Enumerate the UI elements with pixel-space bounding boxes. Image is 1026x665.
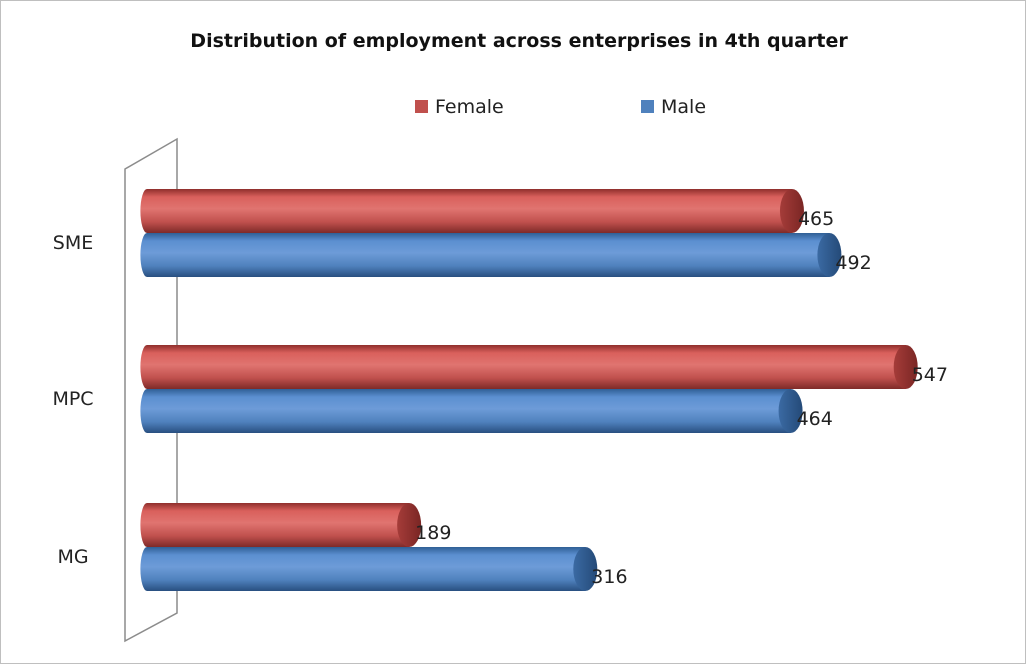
data-label-female-mg: 189 [415, 522, 451, 544]
legend-label-male: Male [661, 96, 706, 118]
chart-title: Distribution of employment across enterp… [190, 30, 848, 52]
bar-male-mg [140, 547, 598, 591]
legend: Female Male [415, 96, 706, 118]
legend-label-female: Female [435, 96, 504, 118]
bars [140, 189, 918, 591]
data-label-female-mpc: 547 [912, 364, 948, 386]
category-label-mg: MG [57, 546, 88, 568]
legend-swatch-male [641, 100, 654, 113]
data-label-male-mg: 316 [591, 566, 627, 588]
legend-swatch-female [415, 100, 428, 113]
bar-female-sme [140, 189, 804, 233]
bar-female-mpc [140, 345, 918, 389]
data-label-male-sme: 492 [835, 252, 871, 274]
data-label-female-sme: 465 [798, 208, 834, 230]
bar-male-mpc [140, 389, 803, 433]
bar-female-mg [140, 503, 422, 547]
bar-male-sme [140, 233, 842, 277]
category-label-mpc: MPC [52, 388, 93, 410]
axis-wall [124, 137, 178, 643]
category-label-sme: SME [53, 232, 93, 254]
data-label-male-mpc: 464 [797, 408, 833, 430]
category-labels: SME MPC MG [52, 232, 93, 568]
